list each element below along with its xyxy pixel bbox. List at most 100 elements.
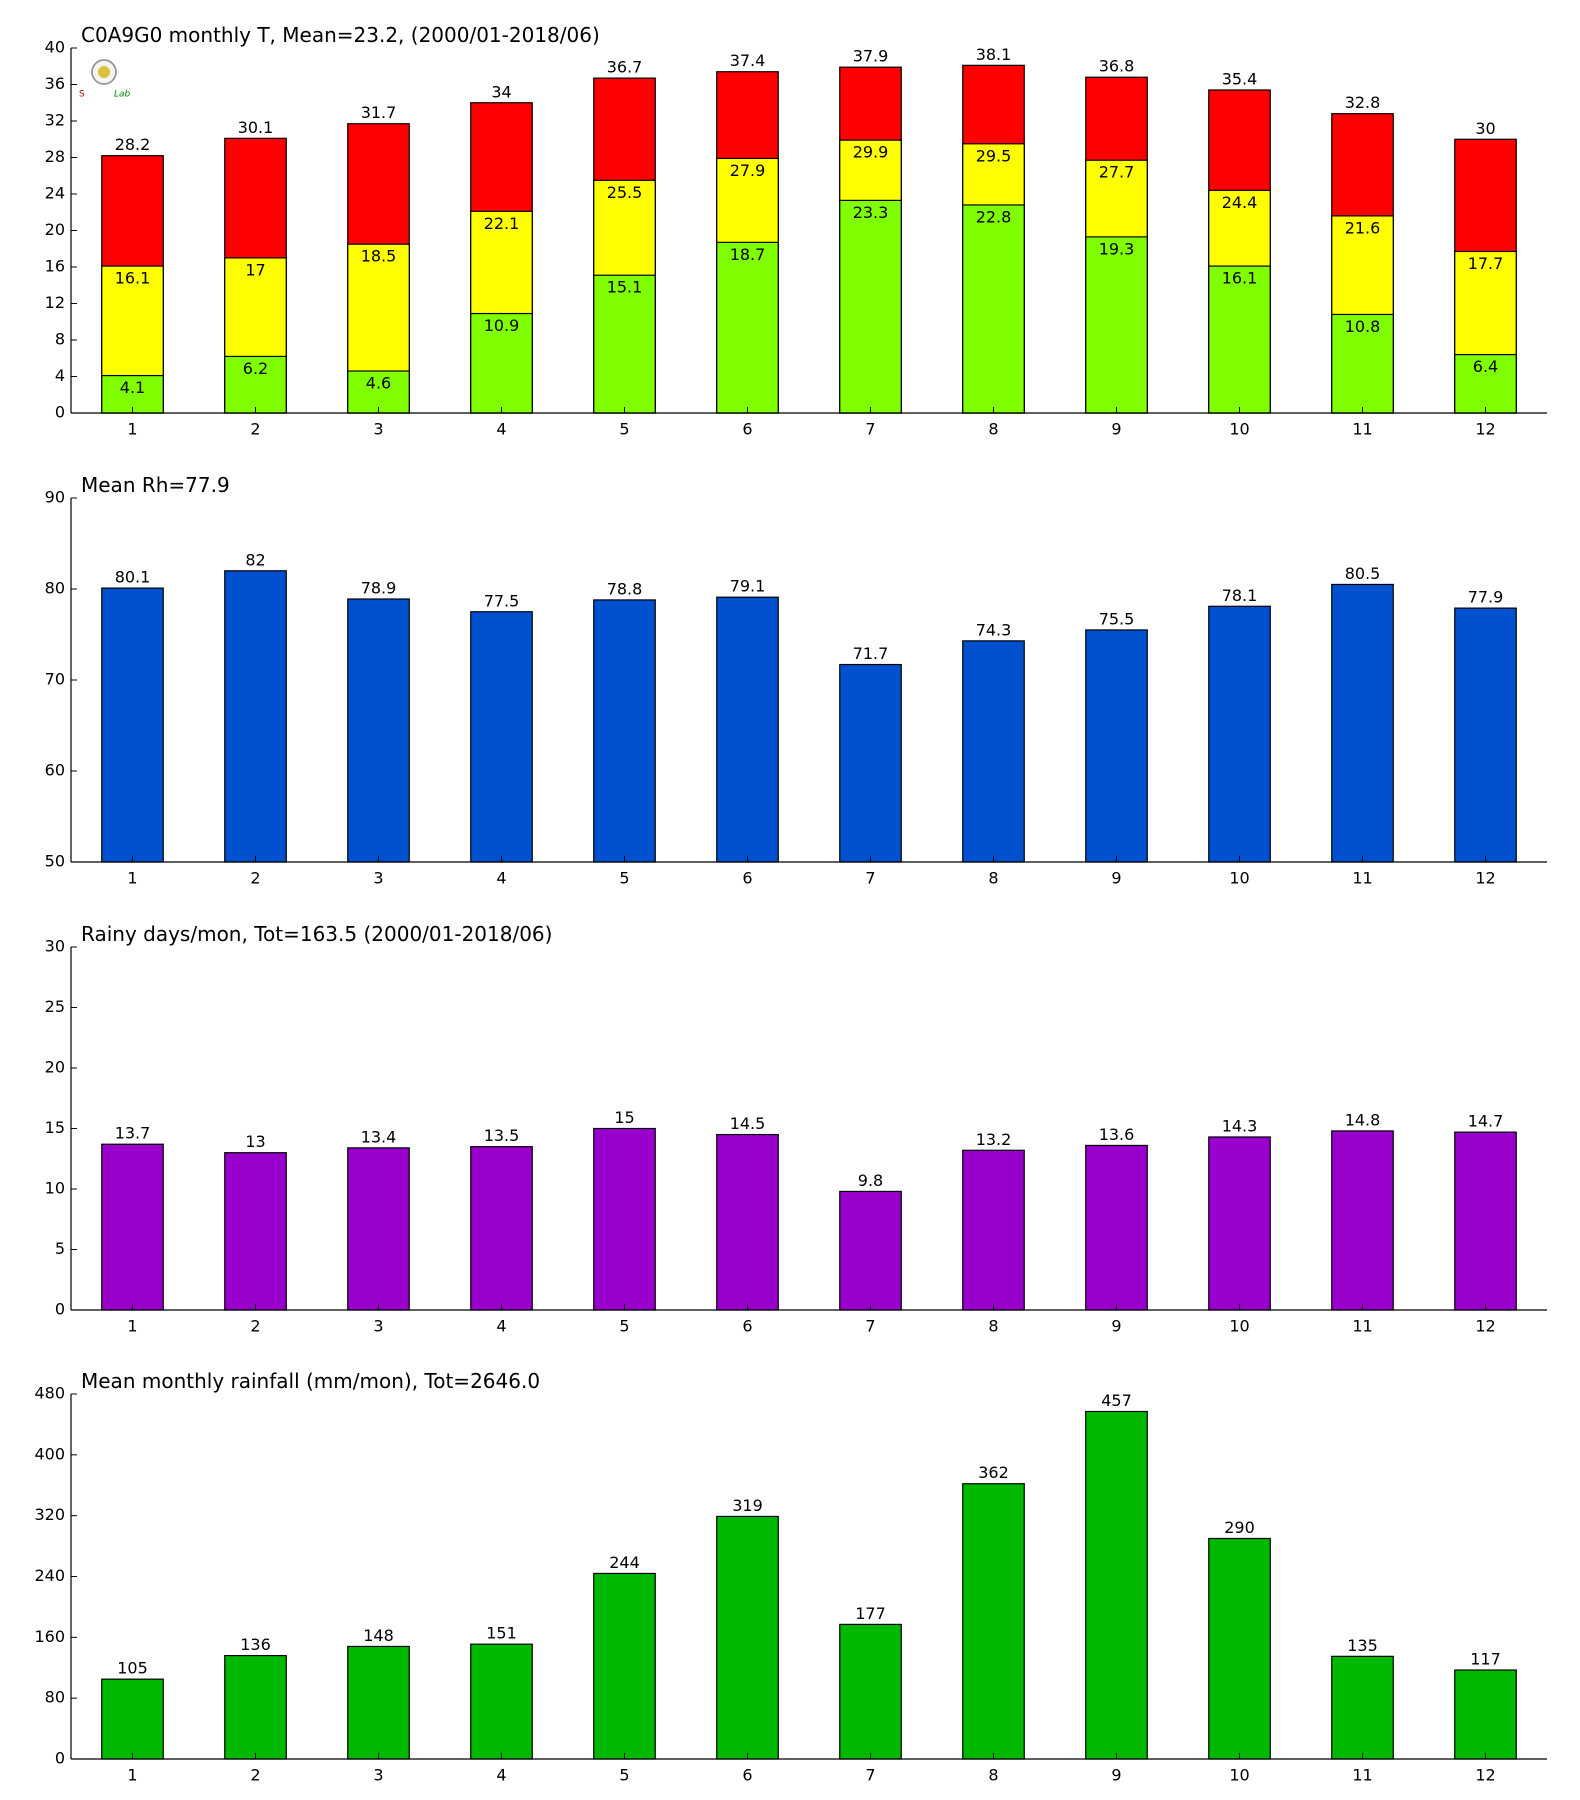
y-tick-label: 20 xyxy=(45,1058,65,1077)
bar xyxy=(593,1572,656,1760)
bar xyxy=(593,1127,656,1311)
y-tick-label: 60 xyxy=(45,761,65,780)
data-label: 13.7 xyxy=(115,1124,151,1143)
x-tick-label: 2 xyxy=(250,1766,260,1785)
bar xyxy=(1208,605,1271,863)
x-tick-label: 1 xyxy=(127,420,137,439)
data-label: 6.2 xyxy=(243,359,268,378)
y-tick-label: 40 xyxy=(45,38,65,57)
data-label: 78.8 xyxy=(607,579,643,598)
y-tick-label: 80 xyxy=(45,579,65,598)
y-tick-label: 160 xyxy=(34,1627,65,1646)
data-label: 80.5 xyxy=(1345,564,1381,583)
bar xyxy=(962,640,1025,863)
bar xyxy=(1454,607,1517,863)
x-tick-label: 12 xyxy=(1475,1317,1495,1336)
bar xyxy=(839,199,902,414)
bar xyxy=(962,204,1025,414)
data-label: 78.9 xyxy=(361,579,397,598)
x-tick-label: 1 xyxy=(127,1317,137,1336)
bar xyxy=(470,1146,533,1311)
data-label: 105 xyxy=(117,1659,148,1678)
data-label: 29.9 xyxy=(853,143,889,162)
y-tick-label: 15 xyxy=(45,1118,65,1137)
data-label: 14.7 xyxy=(1468,1112,1504,1131)
data-label: 75.5 xyxy=(1099,609,1135,628)
data-label: 35.4 xyxy=(1222,69,1258,88)
y-tick-label: 480 xyxy=(34,1384,65,1403)
x-tick-label: 4 xyxy=(496,1317,506,1336)
data-label: 14.8 xyxy=(1345,1110,1381,1129)
bar xyxy=(347,370,410,414)
bar xyxy=(347,598,410,863)
bar xyxy=(470,611,533,863)
data-label: 32.8 xyxy=(1345,93,1381,112)
data-label: 13.2 xyxy=(976,1130,1012,1149)
logo: S Lab xyxy=(79,59,131,100)
data-label: 9.8 xyxy=(858,1171,883,1190)
bar xyxy=(1454,1669,1517,1760)
x-tick-label: 7 xyxy=(865,420,875,439)
x-tick-label: 4 xyxy=(496,420,506,439)
data-label: 31.7 xyxy=(361,103,397,122)
bar xyxy=(470,1643,533,1760)
y-tick-label: 28 xyxy=(45,147,65,166)
y-tick-label: 20 xyxy=(45,220,65,239)
bar xyxy=(593,274,656,414)
x-tick-label: 11 xyxy=(1352,420,1372,439)
data-label: 13.5 xyxy=(484,1126,520,1145)
x-tick-label: 9 xyxy=(1111,420,1121,439)
data-label: 4.6 xyxy=(366,374,391,393)
x-tick-label: 6 xyxy=(742,420,752,439)
y-tick-label: 320 xyxy=(34,1505,65,1524)
x-tick-label: 11 xyxy=(1352,869,1372,888)
data-label: 77.9 xyxy=(1468,588,1504,607)
data-label: 18.5 xyxy=(361,247,397,266)
bar xyxy=(1208,265,1271,414)
x-tick-label: 6 xyxy=(742,1317,752,1336)
data-label: 13 xyxy=(245,1132,265,1151)
x-tick-label: 3 xyxy=(373,420,383,439)
data-label: 19.3 xyxy=(1099,239,1135,258)
bar xyxy=(224,355,287,414)
data-label: 30.1 xyxy=(238,118,274,137)
data-label: 16.1 xyxy=(1222,269,1258,288)
y-tick-label: 16 xyxy=(45,257,65,276)
data-label: 36.7 xyxy=(607,58,643,77)
data-label: 25.5 xyxy=(607,183,643,202)
y-tick-label: 0 xyxy=(55,403,65,422)
data-label: 22.1 xyxy=(484,214,520,233)
y-tick-label: 80 xyxy=(45,1688,65,1707)
bar xyxy=(1085,1144,1148,1311)
data-label: 18.7 xyxy=(730,245,766,264)
bar xyxy=(224,1152,287,1311)
data-label: 10.9 xyxy=(484,316,520,335)
x-tick-label: 8 xyxy=(988,1317,998,1336)
bar xyxy=(101,374,164,414)
bar xyxy=(101,587,164,863)
data-label: 15 xyxy=(614,1108,634,1127)
data-label: 79.1 xyxy=(730,577,766,596)
chart-title: Rainy days/mon, Tot=163.5 (2000/01-2018/… xyxy=(81,922,552,946)
y-tick-label: 240 xyxy=(34,1566,65,1585)
x-tick-label: 8 xyxy=(988,1766,998,1785)
data-label: 13.4 xyxy=(361,1127,397,1146)
y-tick-label: 30 xyxy=(45,937,65,956)
data-label: 21.6 xyxy=(1345,218,1381,237)
bar xyxy=(716,241,779,414)
data-label: 24.4 xyxy=(1222,193,1258,212)
x-tick-label: 7 xyxy=(865,1766,875,1785)
data-label: 13.6 xyxy=(1099,1125,1135,1144)
bar xyxy=(716,1133,779,1311)
y-tick-label: 50 xyxy=(45,852,65,871)
bar xyxy=(1085,629,1148,863)
data-label: 27.9 xyxy=(730,161,766,180)
bar xyxy=(1331,1130,1394,1311)
x-tick-label: 2 xyxy=(250,1317,260,1336)
y-tick-label: 90 xyxy=(45,488,65,507)
y-tick-label: 36 xyxy=(45,74,65,93)
bar xyxy=(347,1645,410,1760)
x-tick-label: 7 xyxy=(865,869,875,888)
chart-title: C0A9G0 monthly T, Mean=23.2, (2000/01-20… xyxy=(81,23,600,47)
bar xyxy=(593,599,656,863)
